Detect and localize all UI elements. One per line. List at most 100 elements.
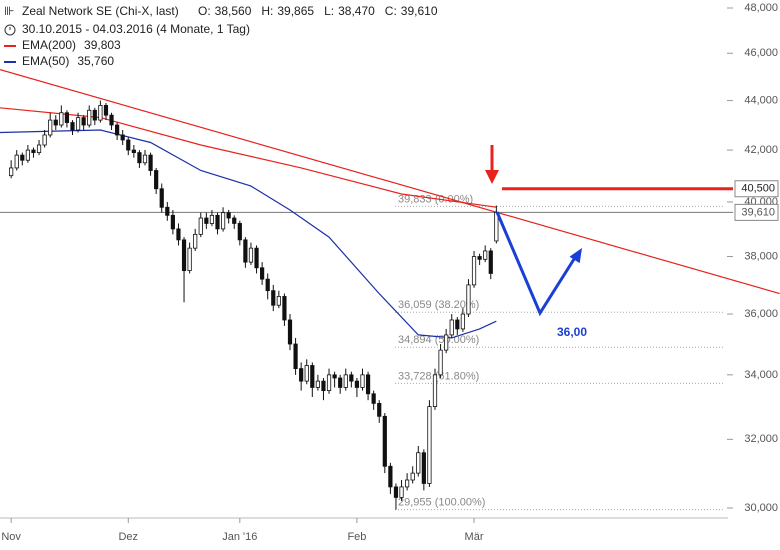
candle bbox=[9, 160, 14, 179]
candle bbox=[282, 293, 287, 326]
legend-value: 39,803 bbox=[84, 38, 121, 52]
candle-body bbox=[410, 472, 415, 481]
candle bbox=[321, 377, 326, 401]
ohlc-key: C: bbox=[385, 4, 397, 18]
candle-body bbox=[310, 365, 315, 388]
candle-body bbox=[126, 139, 131, 151]
candle bbox=[371, 390, 376, 410]
candle-body bbox=[483, 250, 488, 260]
candle bbox=[248, 242, 254, 265]
candle-body bbox=[315, 380, 320, 388]
clock-icon bbox=[4, 24, 16, 36]
candle bbox=[438, 344, 443, 378]
candle bbox=[287, 314, 293, 351]
ohlc-key: H: bbox=[261, 4, 273, 18]
candle-body bbox=[416, 452, 421, 474]
candle-body bbox=[64, 112, 70, 123]
candle bbox=[59, 105, 64, 128]
x-tick-label: Feb bbox=[347, 531, 366, 543]
candle bbox=[215, 212, 220, 235]
scenario-arrow bbox=[495, 211, 578, 317]
candle-body bbox=[109, 114, 114, 126]
candle bbox=[42, 129, 47, 148]
candle-body bbox=[471, 256, 477, 286]
candle bbox=[204, 212, 209, 229]
candle-body bbox=[466, 284, 471, 315]
x-tick-label: Mär bbox=[465, 531, 484, 543]
candle-body bbox=[427, 406, 432, 484]
candle bbox=[254, 245, 259, 274]
candle-body bbox=[92, 109, 97, 121]
fib-label: 34,894 (50.00%) bbox=[398, 334, 479, 346]
legend-label: EMA(50) bbox=[22, 54, 69, 68]
ohlc-value: 38,470 bbox=[338, 4, 375, 18]
candle-body bbox=[304, 365, 309, 382]
candle bbox=[444, 328, 449, 354]
candle bbox=[326, 368, 332, 394]
candle bbox=[477, 253, 482, 265]
y-tick-label: 42,000 bbox=[744, 144, 778, 156]
candle-body bbox=[365, 374, 371, 395]
candle bbox=[126, 137, 131, 156]
candle-body bbox=[70, 122, 75, 131]
candle bbox=[416, 446, 421, 477]
candle bbox=[103, 102, 109, 121]
chart-title: Zeal Network SE (Chi-X, last) bbox=[22, 4, 179, 18]
candle bbox=[81, 115, 86, 130]
candle-body bbox=[36, 144, 42, 153]
candle-body bbox=[159, 188, 164, 208]
candle-body bbox=[204, 217, 209, 224]
candle-body bbox=[131, 149, 136, 153]
candle bbox=[115, 122, 120, 140]
target-box bbox=[734, 180, 779, 198]
chart-subtitle: 30.10.2015 - 04.03.2016 (4 Monate, 1 Tag… bbox=[22, 22, 250, 36]
candle-body bbox=[421, 452, 426, 484]
candle bbox=[209, 209, 215, 227]
candle-body bbox=[377, 402, 382, 417]
candle-body bbox=[137, 152, 142, 164]
candle bbox=[455, 317, 460, 335]
candle-body bbox=[488, 250, 493, 274]
candle bbox=[109, 112, 114, 130]
candle bbox=[181, 237, 187, 303]
candle bbox=[310, 362, 315, 397]
legend-value: 35,760 bbox=[77, 54, 114, 68]
candle-body bbox=[321, 380, 326, 392]
candle-body bbox=[81, 117, 86, 126]
candle bbox=[154, 167, 159, 195]
candle bbox=[460, 308, 465, 332]
candle bbox=[170, 209, 175, 235]
ohlc-key: L: bbox=[324, 4, 334, 18]
candle-body bbox=[14, 154, 19, 169]
header: ⊪ Zeal Network SE (Chi-X, last) 30.10.20… bbox=[4, 4, 250, 36]
y-tick-label: 30,000 bbox=[744, 502, 778, 514]
candle-body bbox=[154, 170, 159, 190]
candle-body bbox=[449, 319, 454, 336]
x-tick-label: Nov bbox=[1, 531, 21, 543]
candle-body bbox=[282, 296, 287, 321]
candle bbox=[64, 110, 70, 128]
candle-body bbox=[299, 368, 304, 382]
candle bbox=[148, 152, 153, 176]
candle bbox=[388, 462, 393, 494]
candle bbox=[349, 371, 354, 388]
candle-body bbox=[371, 393, 376, 404]
candle-body bbox=[103, 105, 109, 116]
candle bbox=[260, 262, 265, 285]
y-tick-label: 38,000 bbox=[744, 250, 778, 262]
candle bbox=[315, 374, 320, 391]
ohlc-value: 39,865 bbox=[277, 4, 314, 18]
candle bbox=[165, 201, 170, 221]
candle bbox=[120, 129, 125, 145]
candle bbox=[354, 377, 360, 397]
candle-body bbox=[98, 105, 103, 121]
y-tick-label: 32,000 bbox=[744, 433, 778, 445]
candle-body bbox=[31, 149, 36, 153]
candle-body bbox=[226, 212, 231, 219]
candle-body bbox=[248, 247, 254, 263]
candle bbox=[75, 112, 81, 133]
candle-body bbox=[332, 374, 337, 379]
y-tick-label: 48,000 bbox=[744, 2, 778, 14]
candle-body bbox=[444, 334, 449, 351]
chart-icon: ⊪ bbox=[4, 4, 14, 18]
